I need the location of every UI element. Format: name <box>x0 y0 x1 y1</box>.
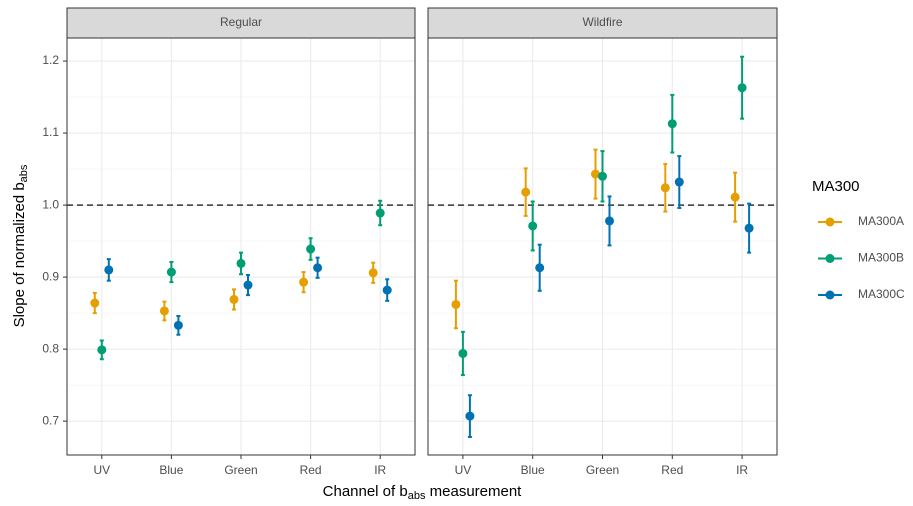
point <box>104 265 114 275</box>
point <box>382 285 392 295</box>
point <box>243 280 253 290</box>
x-axis-title-part: Channel of b <box>323 483 408 500</box>
point <box>598 171 607 181</box>
strip-label: Wildfire <box>582 15 622 29</box>
x-axis-title: Channel of babs measurement <box>323 483 523 502</box>
x-tick-label: Blue <box>159 463 183 477</box>
point <box>535 263 545 273</box>
point <box>166 267 176 277</box>
y-axis-title-part: abs <box>18 164 30 182</box>
point <box>173 320 183 330</box>
point <box>90 298 100 308</box>
y-tick-label: 0.8 <box>42 341 59 355</box>
x-tick-label: UV <box>93 463 110 477</box>
x-tick-label: UV <box>455 463 472 477</box>
point <box>528 221 538 231</box>
point <box>299 277 309 287</box>
point <box>458 348 468 358</box>
y-tick-label: 0.9 <box>42 269 59 283</box>
point <box>744 223 754 233</box>
y-axis-title-part: Slope of normalized b <box>11 182 28 327</box>
point <box>229 294 239 304</box>
point <box>667 119 677 129</box>
point <box>465 411 475 421</box>
point <box>674 177 684 187</box>
strip-label: Regular <box>220 15 262 29</box>
point <box>313 263 323 273</box>
point <box>368 268 378 278</box>
point <box>521 187 531 197</box>
x-axis-title-part: abs <box>408 490 426 502</box>
legend-label: MA300B <box>858 251 904 265</box>
x-tick-label: Green <box>224 463 257 477</box>
strip <box>66 7 416 39</box>
legend-point <box>825 254 835 263</box>
y-tick-label: 1.1 <box>42 125 59 139</box>
point <box>97 345 107 355</box>
legend-point <box>825 290 835 300</box>
point <box>375 208 385 218</box>
point <box>159 306 169 316</box>
point <box>451 299 461 309</box>
legend-title: MA300 <box>812 178 860 195</box>
legend-label: MA300A <box>858 214 904 228</box>
point <box>236 258 246 268</box>
legend-point <box>825 217 835 227</box>
strip <box>427 7 778 39</box>
y-axis-title: Slope of normalized babs <box>11 164 30 327</box>
point <box>660 183 670 193</box>
y-tick-label: 1.0 <box>42 197 59 211</box>
point <box>591 169 600 179</box>
x-tick-label: Green <box>586 463 619 477</box>
y-tick-label: 1.2 <box>42 53 59 67</box>
x-tick-label: Red <box>300 463 322 477</box>
x-axis-title-part: measurement <box>425 483 522 500</box>
x-tick-label: IR <box>374 463 386 477</box>
point <box>605 216 614 226</box>
point <box>730 192 740 202</box>
x-tick-label: IR <box>736 463 748 477</box>
point <box>306 244 316 254</box>
legend-label: MA300C <box>858 287 905 301</box>
y-tick-label: 0.7 <box>42 413 59 427</box>
point <box>737 83 747 93</box>
x-tick-label: Blue <box>521 463 545 477</box>
x-tick-label: Red <box>661 463 683 477</box>
